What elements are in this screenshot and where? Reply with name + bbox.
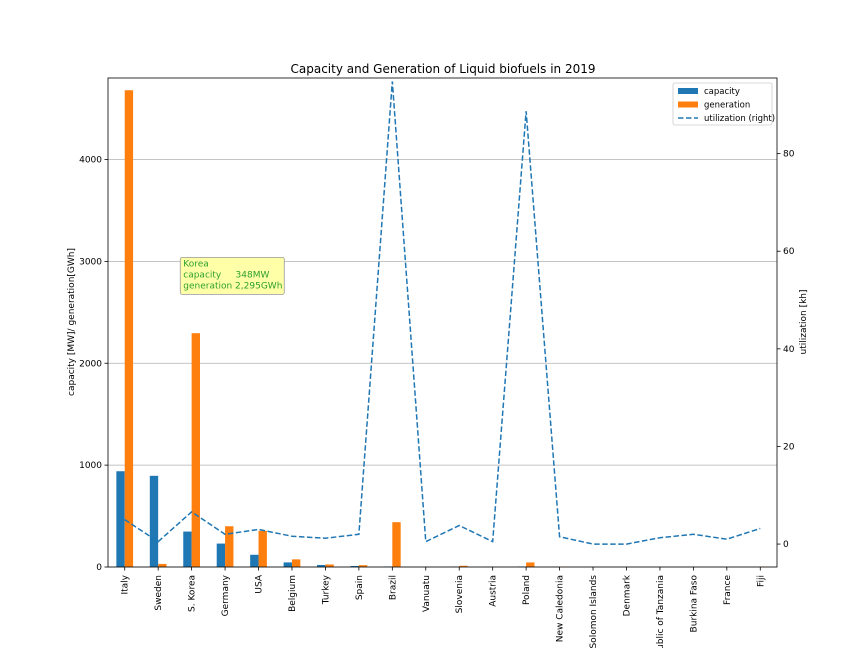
y-left-tick-label: 0 [96, 563, 102, 573]
x-tick-label: Solomon Islands [589, 575, 599, 648]
legend-label: capacity [704, 87, 740, 97]
bar-generation-10 [459, 565, 468, 567]
x-tick-label: Denmark [622, 574, 632, 616]
x-tick-label: Turkey [321, 574, 331, 605]
x-tick-label: S. Korea [188, 575, 198, 612]
legend-label: utilization (right) [704, 114, 775, 124]
x-tick-label: USA [255, 574, 265, 593]
y-axis-left: 0 1000 2000 3000 4000 [79, 156, 108, 573]
bar-capacity-4 [250, 554, 259, 567]
x-tick-label: Spain [355, 575, 365, 600]
y-left-tick-label: 3000 [79, 257, 102, 267]
bar-capacity-2 [183, 531, 192, 567]
bar-generation-2 [191, 333, 200, 567]
y-left-tick-label: 1000 [79, 461, 102, 471]
bar-generation-12 [526, 562, 535, 567]
plot-frame [107, 77, 778, 568]
bar-generation-6 [325, 564, 334, 567]
legend-label: generation [704, 101, 750, 111]
y-left-tick-label: 4000 [79, 156, 102, 166]
utilization-line [124, 81, 761, 545]
legend: capacity generation utilization (right) [672, 82, 775, 126]
bar-generation-1 [158, 563, 167, 567]
annotation-box [179, 256, 285, 295]
y-right-tick-label: 60 [783, 247, 795, 257]
x-tick-label: Italy [121, 574, 131, 594]
x-tick-label: Brazil [388, 575, 398, 600]
x-tick-label: Fiji [756, 575, 766, 587]
x-tick-label: Vanuatu [422, 575, 432, 612]
x-tick-label: Austria [489, 575, 499, 607]
y-right-tick-label: 40 [783, 345, 795, 355]
chart-title: Capacity and Generation of Liquid biofue… [291, 62, 596, 76]
legend-swatch-generation [678, 101, 698, 108]
legend-swatch-capacity [678, 88, 698, 94]
bar-generation-4 [258, 530, 267, 567]
bar-capacity-0 [116, 471, 125, 567]
x-tick-label: Poland [522, 575, 532, 605]
utilization-series-line [124, 81, 761, 545]
y-left-tick-label: 2000 [79, 359, 102, 369]
y-right-tick-label: 20 [783, 442, 795, 452]
x-tick-label: Belgium [288, 575, 298, 612]
x-tick-label: France [723, 575, 733, 605]
x-tick-label: Sweden [154, 575, 164, 611]
x-tick-label: Germany [221, 574, 231, 616]
x-tick-label: Slovenia [455, 575, 465, 613]
x-tick-label: public of Tanzania [656, 575, 666, 648]
bar-capacity-5 [283, 562, 292, 567]
bar-capacity-3 [216, 543, 226, 567]
y-axis-right: 0 20 40 60 80 [777, 150, 795, 550]
bar-capacity-1 [149, 475, 159, 567]
y-right-tick-label: 80 [783, 150, 795, 160]
y-axis-right-label: utilization [kh] [799, 289, 809, 354]
bar-capacity-7 [350, 565, 359, 567]
bar-generation-3 [225, 526, 234, 567]
annotation-line: Korea [183, 259, 209, 269]
bar-generation-7 [358, 565, 368, 567]
x-tick-label: Burkina Faso [689, 575, 699, 633]
bar-capacity-6 [317, 564, 326, 567]
bar-generation-0 [124, 90, 134, 567]
bar-generation-8 [392, 522, 401, 567]
y-right-tick-label: 0 [783, 540, 789, 550]
y-axis-left-label: capacity [MW]/ generation[GWh] [67, 248, 77, 396]
annotation-line: generation 2,295GWh [183, 281, 282, 291]
annotation-line: capacity 348MW [183, 270, 269, 280]
bar-generation-5 [291, 559, 301, 567]
x-axis: Italy Sweden S. Korea Germany USA Belgium Turk… [121, 567, 766, 648]
x-tick-label: New Caledonia [556, 575, 566, 642]
